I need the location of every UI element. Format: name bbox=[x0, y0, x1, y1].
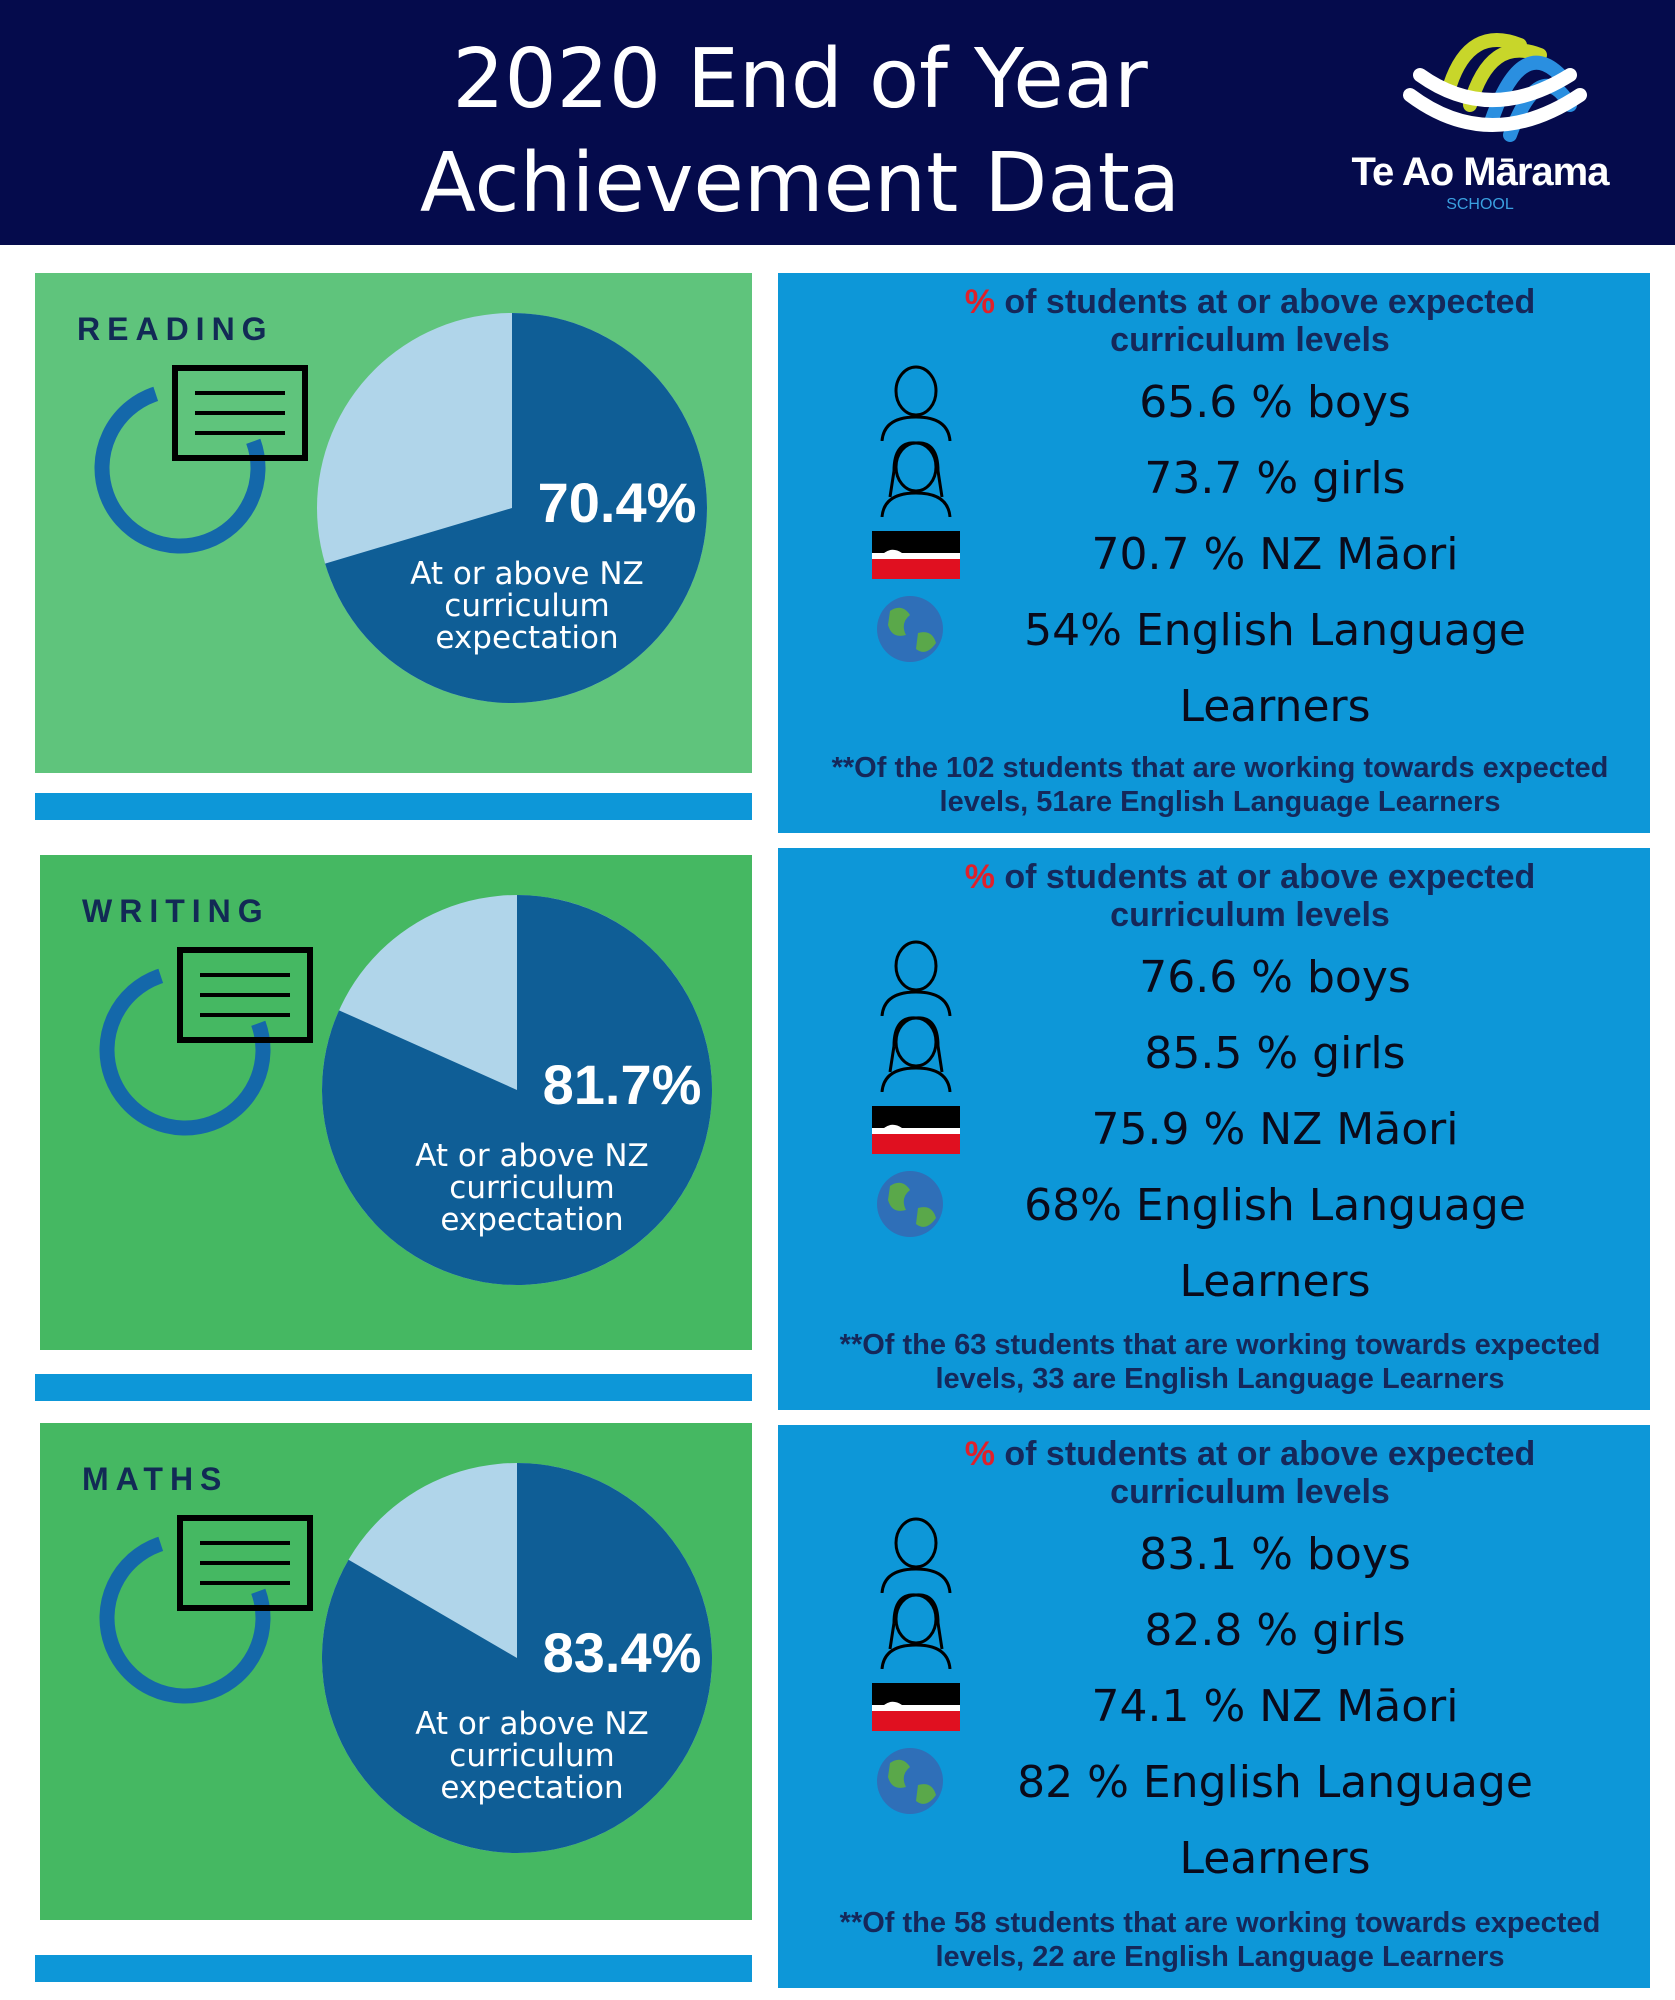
land bbox=[888, 1182, 936, 1227]
logo-name: Te Ao Mārama bbox=[1351, 150, 1610, 194]
flag-icon bbox=[872, 1106, 960, 1154]
flag-red bbox=[872, 559, 960, 579]
pie-caption: At or above NZ curriculum expectation bbox=[415, 1138, 649, 1238]
boy-icon bbox=[880, 940, 952, 1016]
globe bbox=[877, 1171, 943, 1237]
flag-icon bbox=[872, 531, 960, 579]
flag-black bbox=[872, 531, 960, 553]
stat-line: 73.7 % girls bbox=[1144, 453, 1406, 504]
girl-icon bbox=[880, 441, 952, 517]
pie-caption: At or above NZ curriculum expectation bbox=[415, 1706, 649, 1806]
flag-white bbox=[872, 553, 960, 559]
stat-line: 74.1 % NZ Māori bbox=[1091, 1681, 1459, 1732]
subject-label: MATHS bbox=[82, 1461, 229, 1497]
stat-line: 83.1 % boys bbox=[1139, 1529, 1411, 1580]
pie-slice bbox=[322, 895, 712, 1285]
icon-ring bbox=[99, 964, 271, 1136]
hair bbox=[888, 1593, 944, 1650]
footnote: **Of the 102 students that are working t… bbox=[831, 752, 1609, 818]
title: 2020 End of Year Achievement Data bbox=[419, 32, 1181, 231]
heading-symbol: % bbox=[964, 858, 995, 896]
stat-line: 82.8 % girls bbox=[1144, 1605, 1406, 1656]
accent-bar bbox=[35, 1955, 752, 1982]
body bbox=[880, 415, 952, 441]
pie-chart bbox=[99, 895, 712, 1285]
subject-icon bbox=[177, 1515, 313, 1611]
accent-bar bbox=[35, 1374, 752, 1401]
footnote: **Of the 58 students that are working to… bbox=[839, 1907, 1601, 1973]
globe-icon bbox=[877, 1171, 943, 1237]
heading-text: of students at or above expected curricu… bbox=[1004, 283, 1536, 359]
accent-bar bbox=[35, 793, 752, 820]
body bbox=[880, 1567, 952, 1593]
boy-icon bbox=[880, 365, 952, 441]
footnote: **Of the 63 students that are working to… bbox=[839, 1329, 1601, 1395]
heading-text: of students at or above expected curricu… bbox=[1004, 858, 1536, 934]
body bbox=[880, 491, 952, 517]
flag-red bbox=[872, 1711, 960, 1731]
flag-white bbox=[872, 1705, 960, 1711]
stat-line: 65.6 % boys bbox=[1139, 377, 1411, 428]
boy-icon bbox=[880, 1517, 952, 1593]
flag-black bbox=[872, 1683, 960, 1705]
flag-koru bbox=[880, 1124, 902, 1134]
heading-text: of students at or above expected curricu… bbox=[1004, 1435, 1536, 1511]
land bbox=[888, 1759, 936, 1804]
panel-heading: % of students at or above expected curri… bbox=[940, 858, 1560, 934]
icon-ring bbox=[99, 1532, 271, 1704]
subject-label: READING bbox=[77, 311, 274, 347]
head bbox=[894, 1517, 938, 1569]
value-label: 70.4% bbox=[537, 471, 697, 534]
value-label: 81.7% bbox=[542, 1053, 702, 1116]
head bbox=[894, 940, 938, 992]
pie-slice bbox=[322, 1463, 712, 1853]
head bbox=[894, 441, 938, 493]
flag-koru bbox=[880, 549, 902, 559]
stat-line: 70.7 % NZ Māori bbox=[1091, 529, 1459, 580]
girl-icon bbox=[880, 1016, 952, 1092]
panel-heading: % of students at or above expected curri… bbox=[940, 283, 1560, 359]
body bbox=[880, 990, 952, 1016]
stat-line: 75.9 % NZ Māori bbox=[1091, 1104, 1459, 1155]
globe-icon bbox=[877, 1748, 943, 1814]
girl-icon bbox=[880, 1593, 952, 1669]
pie-caption: At or above NZ curriculum expectation bbox=[410, 556, 644, 656]
pie-chart bbox=[99, 1463, 712, 1853]
stat-line: 68% English Language Learners bbox=[1024, 1180, 1526, 1307]
flag-white bbox=[872, 1128, 960, 1134]
globe-icon bbox=[877, 596, 943, 662]
body bbox=[880, 1066, 952, 1092]
stat-line: 54% English Language Learners bbox=[1024, 605, 1526, 732]
heading-symbol: % bbox=[964, 1435, 995, 1473]
globe bbox=[877, 1748, 943, 1814]
panel-heading: % of students at or above expected curri… bbox=[940, 1435, 1560, 1511]
stat-line: 85.5 % girls bbox=[1144, 1028, 1406, 1079]
flag-black bbox=[872, 1106, 960, 1128]
flag-red bbox=[872, 1134, 960, 1154]
globe bbox=[877, 596, 943, 662]
value-label: 83.4% bbox=[542, 1621, 702, 1684]
heading-symbol: % bbox=[964, 283, 995, 321]
head bbox=[894, 1016, 938, 1068]
hair bbox=[888, 441, 944, 498]
pie-chart bbox=[94, 313, 707, 703]
logo-sub: SCHOOL bbox=[1446, 196, 1514, 213]
head bbox=[894, 1593, 938, 1645]
subject-icon bbox=[172, 365, 308, 461]
subject-label: WRITING bbox=[82, 893, 270, 929]
pie-slice bbox=[325, 313, 707, 703]
flag-koru bbox=[880, 1701, 902, 1711]
stat-line: 82 % English Language Learners bbox=[1017, 1757, 1533, 1884]
stat-line: 76.6 % boys bbox=[1139, 952, 1411, 1003]
body bbox=[880, 1643, 952, 1669]
header: 2020 End of Year Achievement Data Te Ao … bbox=[0, 0, 1675, 245]
land bbox=[888, 607, 936, 652]
logo-mark bbox=[1403, 33, 1587, 142]
hair bbox=[888, 1016, 944, 1073]
head bbox=[894, 365, 938, 417]
flag-icon bbox=[872, 1683, 960, 1731]
subject-icon bbox=[177, 947, 313, 1043]
icon-ring bbox=[94, 382, 266, 554]
